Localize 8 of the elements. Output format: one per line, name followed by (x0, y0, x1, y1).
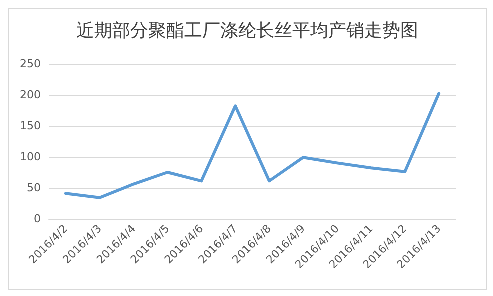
y-tick-label: 50 (27, 182, 41, 194)
y-tick-label: 200 (20, 88, 41, 102)
y-tick-label: 150 (20, 120, 41, 132)
y-tick-label: 0 (34, 212, 41, 226)
chart-title: 近期部分聚酯工厂涤纶长丝平均产销走势图 (76, 20, 418, 42)
y-tick-label: 250 (20, 58, 41, 70)
line-series (64, 92, 441, 200)
y-tick-label: 100 (20, 150, 41, 164)
